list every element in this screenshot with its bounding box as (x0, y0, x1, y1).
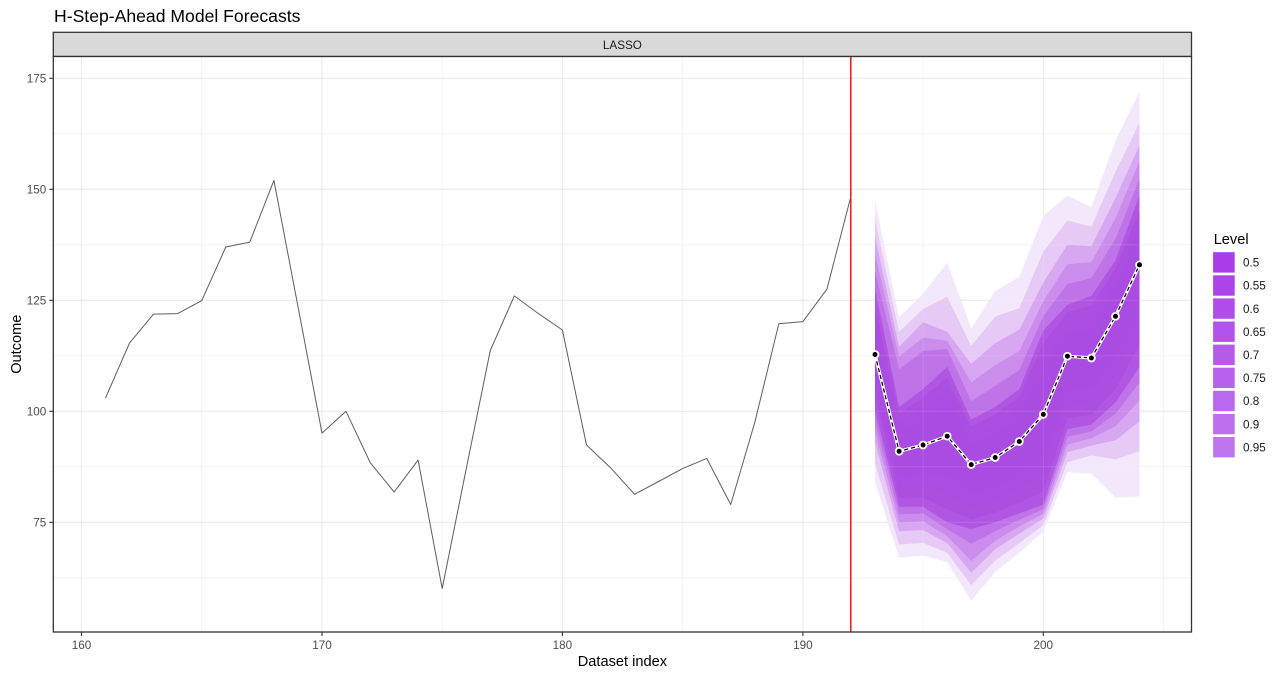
svg-text:125: 125 (27, 295, 47, 308)
svg-text:170: 170 (312, 639, 332, 652)
svg-text:160: 160 (72, 639, 92, 652)
svg-text:190: 190 (793, 639, 813, 652)
svg-text:0.65: 0.65 (1243, 326, 1266, 339)
svg-text:150: 150 (27, 184, 47, 197)
svg-text:0.55: 0.55 (1243, 280, 1266, 293)
svg-text:Dataset index: Dataset index (578, 654, 668, 670)
svg-text:LASSO: LASSO (603, 39, 642, 52)
svg-text:0.95: 0.95 (1243, 441, 1266, 454)
svg-text:75: 75 (33, 517, 47, 530)
svg-text:Outcome: Outcome (9, 315, 25, 374)
svg-text:100: 100 (27, 406, 47, 419)
svg-text:200: 200 (1034, 639, 1054, 652)
svg-text:180: 180 (553, 639, 573, 652)
svg-text:0.6: 0.6 (1243, 303, 1259, 316)
svg-text:0.75: 0.75 (1243, 372, 1266, 385)
svg-text:0.5: 0.5 (1243, 257, 1260, 270)
svg-text:0.9: 0.9 (1243, 418, 1259, 431)
svg-text:0.7: 0.7 (1243, 349, 1259, 362)
svg-text:H-Step-Ahead Model Forecasts: H-Step-Ahead Model Forecasts (54, 6, 301, 26)
svg-text:0.8: 0.8 (1243, 395, 1259, 408)
svg-text:175: 175 (27, 73, 47, 86)
svg-text:Level: Level (1214, 232, 1249, 248)
